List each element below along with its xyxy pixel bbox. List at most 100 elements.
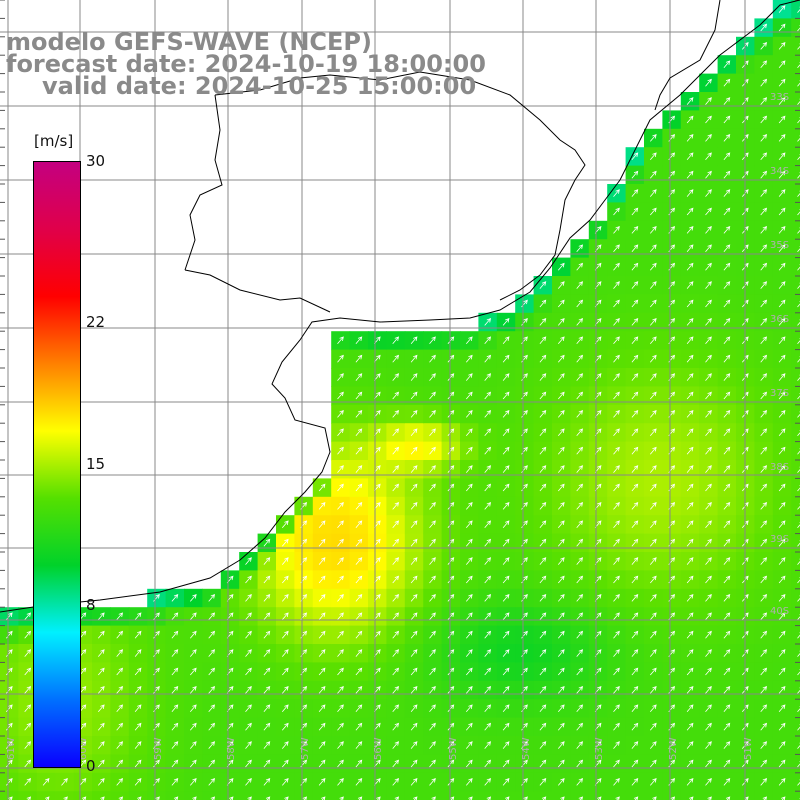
wind-cell [680,184,700,203]
wind-cell [717,772,737,792]
wind-arrow [502,649,510,657]
wind-arrow [576,575,584,584]
wind-arrow [410,741,418,749]
wind-cell [607,386,627,406]
wind-cell [441,533,461,553]
wind-cell [0,680,19,700]
wind-arrow [723,483,731,492]
wind-cell [331,349,351,369]
wind-arrow [760,685,768,694]
wind-arrow [723,741,731,749]
wind-cell [533,588,553,608]
wind-arrow [539,391,547,400]
wind-cell [791,644,800,663]
wind-cell [515,404,535,424]
wind-arrow [778,428,786,437]
wind-arrow [429,777,436,786]
wind-arrow [429,649,436,657]
wind-cell [552,515,571,535]
wind-cell [18,754,38,774]
wind-cell [460,607,479,627]
wind-arrow [410,649,418,657]
wind-arrow [410,704,418,713]
wind-cell [552,386,571,406]
wind-arrow [797,282,800,289]
wind-cell [165,699,185,719]
wind-arrow [5,777,13,786]
wind-cell [239,680,259,700]
wind-cell [460,736,479,755]
wind-arrow [705,409,712,418]
wind-cell [754,441,774,461]
wind-cell [515,478,535,498]
wind-arrow [189,722,197,731]
wind-cell [717,736,737,755]
wind-arrow [465,557,473,565]
wind-cell [680,478,700,498]
wind-cell [478,625,498,645]
wind-arrow [723,685,731,694]
wind-cell [386,644,406,663]
wind-arrow [705,244,712,253]
wind-cell [276,791,295,800]
wind-cell [625,331,645,351]
wind-arrow [484,409,492,418]
wind-arrow [557,465,565,473]
wind-arrow [705,336,712,345]
wind-cell [644,460,663,479]
wind-arrow [24,630,32,639]
wind-cell [680,239,700,259]
wind-arrow [263,685,271,694]
wind-arrow [557,428,565,437]
wind-cell [588,460,608,479]
wind-cell [552,349,571,369]
wind-arrow [5,685,13,694]
wind-arrow [171,685,179,694]
wind-cell [717,588,737,608]
wind-arrow [24,685,32,694]
wind-arrow [484,520,492,529]
wind-cell [717,533,737,553]
wind-arrow [649,520,657,529]
wind-cell [625,644,645,663]
wind-cell [294,515,314,535]
wind-cell [552,644,571,663]
wind-cell [312,607,332,627]
longitude-label: 57W [300,737,311,760]
wind-cell [662,570,682,590]
wind-cell [791,625,800,645]
wind-cell [607,772,627,792]
wind-arrow [429,373,436,381]
wind-cell [478,736,498,755]
wind-arrow [778,354,786,363]
wind-cell [423,607,443,627]
wind-arrow [484,667,492,676]
wind-arrow [521,446,528,455]
wind-arrow [171,630,179,639]
wind-arrow [649,336,657,345]
wind-cell [717,110,737,130]
wind-arrow [723,704,731,713]
wind-arrow [760,446,768,455]
wind-cell [533,386,553,406]
wind-arrow [281,741,289,749]
wind-cell [404,349,424,369]
wind-cell [276,607,295,627]
wind-cell [294,662,314,682]
wind-cell [588,294,608,314]
wind-arrow [465,649,473,657]
wind-arrow [502,520,510,529]
wind-cell [441,496,461,516]
wind-arrow [613,465,620,473]
wind-arrow [392,704,400,713]
wind-cell [754,239,774,259]
wind-cell [496,607,516,627]
wind-arrow [760,281,768,289]
wind-arrow [392,446,400,455]
wind-cell [754,276,774,295]
wind-cell [496,460,516,479]
wind-cell [386,552,406,571]
wind-cell [386,331,406,351]
wind-cell [772,644,792,663]
wind-arrow [576,685,584,694]
